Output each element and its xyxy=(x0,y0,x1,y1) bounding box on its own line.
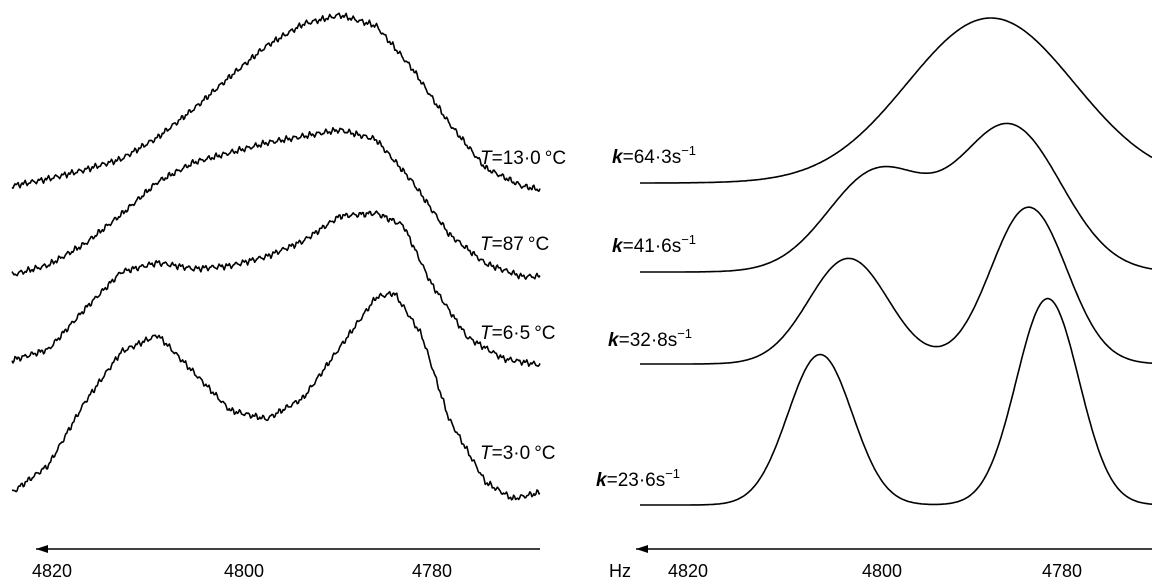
experimental-tick-4800: 4800 xyxy=(224,561,264,581)
experimental-trace-3 xyxy=(11,210,541,367)
series-label-k416: k=41·6s−1 xyxy=(612,232,696,257)
simulated-axis-unit: Hz xyxy=(609,561,631,581)
series-label-k236: k=23·6s−1 xyxy=(596,466,680,491)
experimental-tick-4780: 4780 xyxy=(412,561,452,581)
simulated-tick-4800: 4800 xyxy=(862,561,902,581)
series-label-t3: T=3·0 °C xyxy=(480,443,556,464)
experimental-trace-1 xyxy=(11,12,541,192)
series-label-t65: T=6·5 °C xyxy=(480,323,556,344)
series-label-k643: k=64·3s−1 xyxy=(612,143,696,168)
simulated-trace-1 xyxy=(640,17,1152,184)
simulated-panel: k=64·3s−1 k=41·6s−1 k=32·8s−1 k=23·6s−1 … xyxy=(596,17,1152,581)
experimental-traces xyxy=(11,12,541,501)
simulated-tick-4820: 4820 xyxy=(668,561,708,581)
series-label-k328: k=32·8s−1 xyxy=(608,326,692,351)
simulated-axis-arrow xyxy=(636,545,648,553)
simulated-trace-2 xyxy=(640,122,1152,273)
experimental-axis-arrow xyxy=(36,545,48,553)
simulated-trace-3 xyxy=(640,206,1152,365)
simulated-traces xyxy=(640,17,1152,506)
series-label-t13: T=13·0 °C xyxy=(480,148,566,169)
simulated-tick-4780: 4780 xyxy=(1042,561,1082,581)
experimental-trace-2 xyxy=(11,127,541,280)
experimental-tick-4820: 4820 xyxy=(32,561,72,581)
experimental-panel: T=13·0 °C T=87 °C T=6·5 °C T=3·0 °C 4820 480… xyxy=(11,12,566,581)
series-label-t87: T=87 °C xyxy=(480,234,549,255)
simulated-trace-4 xyxy=(640,297,1152,506)
experimental-trace-4 xyxy=(11,291,541,501)
